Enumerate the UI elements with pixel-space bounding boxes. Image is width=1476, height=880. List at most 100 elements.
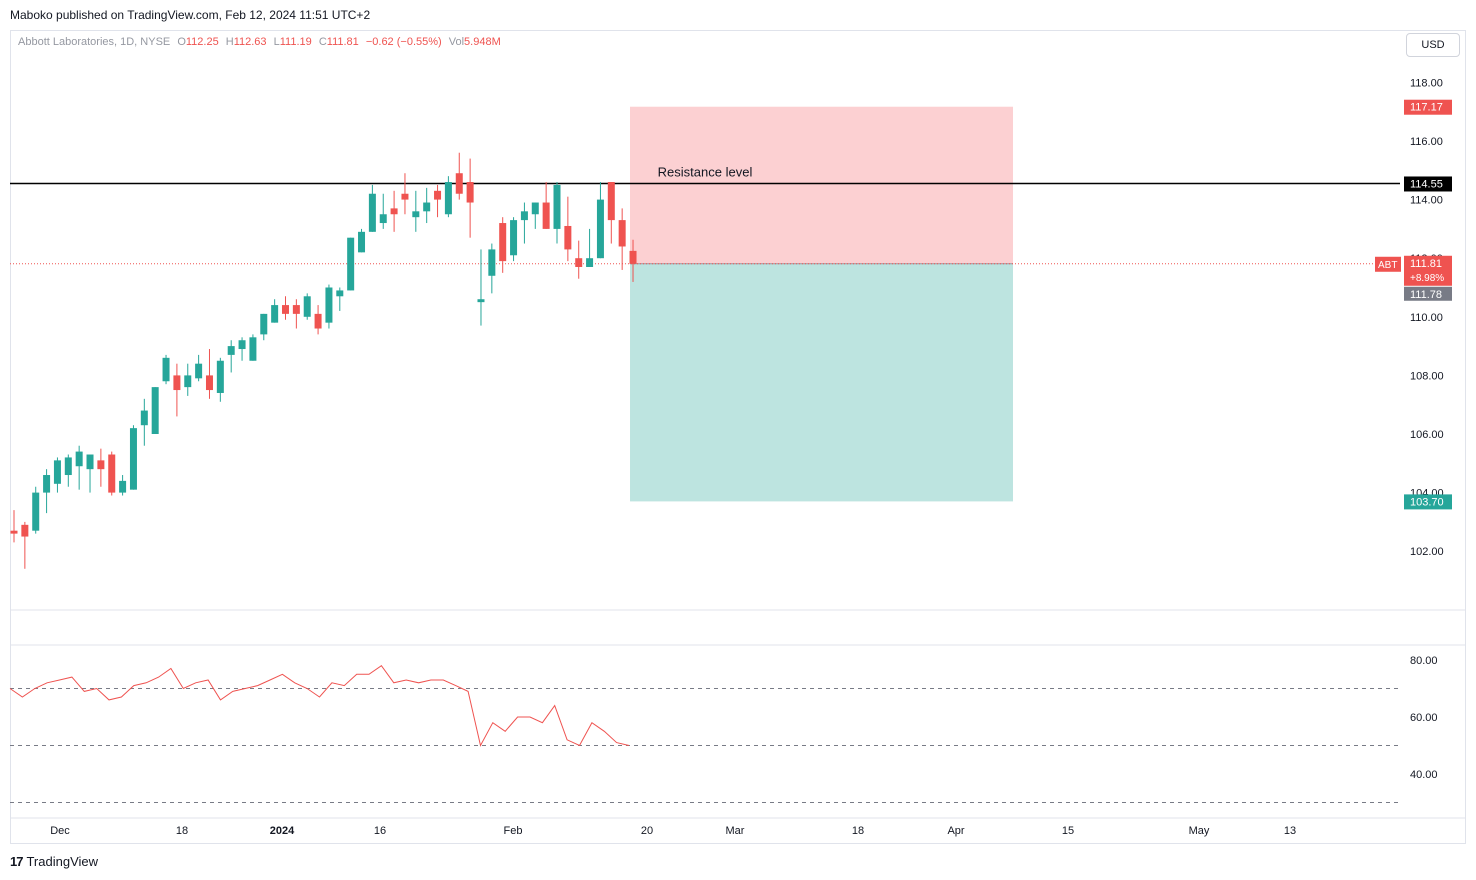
candle-body [119,480,127,493]
volume-value: 5.948M [464,36,501,48]
publisher-line: Maboko published on TradingView.com, Feb… [10,8,371,22]
open-value: 112.25 [185,36,219,48]
price-tick-label: 116.00 [1410,136,1443,148]
price-tick-label: 102.00 [1410,546,1444,558]
price-tick-label: 114.00 [1410,195,1443,207]
candle-body [629,250,637,264]
candle-body [455,173,463,194]
candle-body [390,208,398,215]
time-tick-label: May [1189,825,1210,837]
candle-body [466,182,474,203]
symbol-label: Abbott Laboratories, 1D, NYSE [18,36,171,48]
time-tick-label: 2024 [270,825,295,837]
candle-body [227,346,235,355]
candle-body [542,202,550,229]
high-value: 112.63 [233,36,267,48]
candle-body [32,492,40,531]
stop-price-badge-text: 117.17 [1410,102,1443,114]
candle-body [379,214,387,224]
candle-body [21,524,29,537]
candle-body [596,199,604,259]
open-label: O [177,36,186,48]
candle-body [162,357,170,382]
candle-body [75,451,83,467]
time-tick-label: 18 [852,825,864,837]
candle-body [575,258,583,267]
candle-body [412,211,420,218]
resistance-label: Resistance level [658,164,753,179]
last-price-text: 111.81 [1410,258,1442,270]
take-profit-zone [630,263,1013,502]
time-tick-label: 13 [1284,825,1296,837]
candle-body [607,182,615,221]
low-label: L [273,36,280,48]
candle-body [325,287,333,323]
candle-body [531,202,539,215]
candle-body [488,249,496,276]
candle-body [564,225,572,250]
stop-loss-zone [630,106,1013,264]
candle-body [43,475,51,493]
candle-body [586,258,594,267]
volume-label: Vol [448,36,465,48]
candle-body [64,457,72,476]
candle-body [520,211,528,221]
rsi-tick-label: 60.00 [1410,712,1438,724]
resistance-price-badge [1404,176,1452,192]
price-tick-label: 118.00 [1410,77,1443,89]
candle-body [444,182,452,215]
candle-body [97,460,105,470]
time-tick-label: Dec [50,825,70,837]
rsi-tick-label: 80.00 [1410,655,1438,667]
candle-body [292,305,300,314]
resistance-price-badge-text: 114.55 [1410,178,1443,190]
candle-body [401,193,409,200]
candle-body [553,184,561,229]
close-label: C [318,36,327,48]
time-tick-label: 16 [374,825,386,837]
candle-body [151,387,159,434]
time-tick-label: Feb [504,825,523,837]
chart-frame [10,30,1466,844]
candle-body [249,337,257,361]
high-label: H [225,36,234,48]
candle-body [423,202,431,212]
price-tick-label: 110.00 [1410,312,1443,324]
change-value: −0.62 (−0.55%) [365,36,442,48]
candle-body [368,193,376,232]
countdown-price-text: 111.78 [1410,289,1442,301]
time-tick-label: Mar [726,825,745,837]
footer-brand: 17 TradingView [10,854,98,869]
candle-body [129,428,137,490]
time-tick-label: 18 [176,825,188,837]
currency-button[interactable]: USD [1406,33,1460,57]
symbol-badge-text: ABT [1378,260,1397,271]
time-tick-label: 15 [1062,825,1074,837]
countdown-badge [1404,286,1452,301]
candle-body [238,340,246,350]
candle-body [140,410,148,426]
target-price-badge-text: 103.70 [1410,496,1444,508]
candle-body [347,237,355,291]
candle-body [216,360,224,393]
candle-body [314,313,322,329]
low-value: 111.19 [279,36,312,48]
candle-body [86,454,94,470]
chart-legend: Abbott Laboratories, 1D, NYSE O112.25 H1… [18,36,501,48]
candle-body [184,375,192,388]
stop-price-badge [1404,99,1452,115]
candle-body [499,223,507,262]
brand-name: TradingView [26,854,99,869]
candle-body [205,375,213,391]
close-value: 111.81 [326,36,359,48]
last-price-badge [1404,255,1452,286]
candle-body [282,305,289,314]
candle-body [53,460,61,484]
symbol-badge [1375,256,1401,272]
candle-body [618,220,626,247]
candle-body [358,231,366,253]
candle-body [477,299,485,303]
candle-body [510,220,518,256]
time-tick-label: 20 [641,825,653,837]
